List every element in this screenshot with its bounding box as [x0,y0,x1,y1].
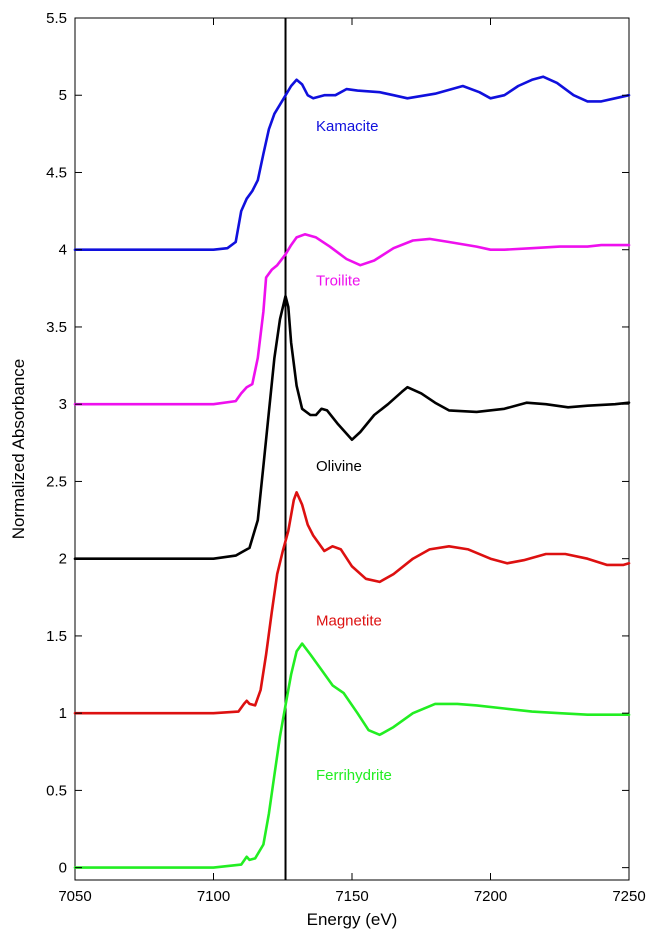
series-label-magnetite: Magnetite [316,612,382,629]
series-line-troilite [73,233,631,406]
series-label-layer: Kamacite Troilite Olivine Magnetite Ferrihyd… [316,118,392,784]
x-axis-title: Energy (eV) [307,910,398,929]
y-tick-label: 5 [59,87,67,104]
series-line-magnetite [73,491,631,715]
series-label-troilite: Troilite [316,273,360,290]
x-tick-label: 7200 [474,888,507,905]
y-tick-label: 3 [59,396,67,413]
plot-area [74,17,630,881]
series-layer [73,75,631,869]
x-tick-label: 7150 [335,888,368,905]
y-tick-label: 3.5 [46,319,67,336]
y-tick-label: 2 [59,551,67,568]
series-line-ferrihydrite [73,642,631,869]
y-tick-label: 0.5 [46,782,67,799]
y-tick-label: 1 [59,705,67,722]
axis-layer: 7050 7100 7150 7200 7250 0 0.5 1 1.5 2 2.5 3 3.5 4 4.5… [46,10,646,905]
series-line-kamacite [73,75,631,251]
x-tick-label: 7250 [612,888,645,905]
x-tick-label: 7100 [197,888,230,905]
series-line-olivine [73,294,631,560]
y-tick-label: 0 [59,860,67,877]
series-label-ferrihydrite: Ferrihydrite [316,767,392,784]
plot-frame [74,17,630,881]
y-tick-label: 4 [59,242,67,259]
series-label-kamacite: Kamacite [316,118,379,135]
y-axis-title: Normalized Absorbance [9,359,28,539]
y-tick-label: 4.5 [46,164,67,181]
y-tick-label: 1.5 [46,628,67,645]
x-tick-label: 7050 [58,888,91,905]
y-tick-label: 5.5 [46,10,67,27]
series-label-olivine: Olivine [316,458,362,475]
y-tick-label: 2.5 [46,473,67,490]
